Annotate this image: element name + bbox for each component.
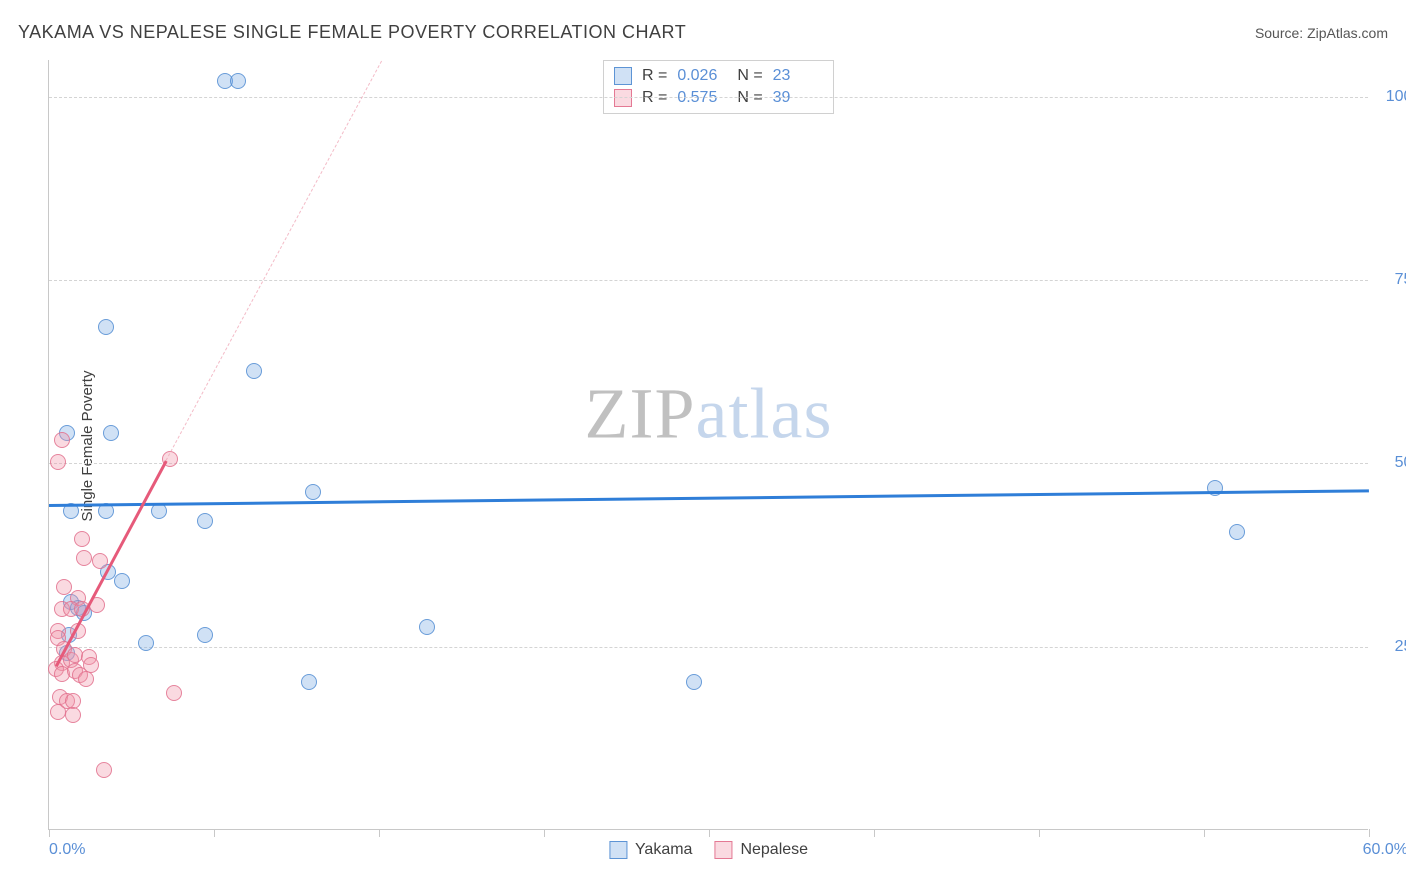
n-value: 39 — [773, 89, 823, 107]
x-tick — [214, 829, 215, 837]
x-tick — [709, 829, 710, 837]
legend-item-yakama: Yakama — [609, 841, 693, 859]
y-tick-label: 75.0% — [1395, 271, 1406, 289]
data-point — [419, 619, 435, 635]
x-tick — [1204, 829, 1205, 837]
x-tick — [379, 829, 380, 837]
legend-label: Nepalese — [740, 841, 808, 859]
data-point — [76, 550, 92, 566]
data-point — [686, 674, 702, 690]
n-label: N = — [737, 89, 762, 107]
data-point — [103, 425, 119, 441]
x-tick-label: 60.0% — [1363, 841, 1406, 859]
trend-extrapolation — [165, 60, 382, 460]
data-point — [50, 704, 66, 720]
x-tick — [544, 829, 545, 837]
data-point — [92, 553, 108, 569]
data-point — [230, 73, 246, 89]
y-tick-label: 25.0% — [1395, 638, 1406, 656]
data-point — [138, 635, 154, 651]
n-label: N = — [737, 67, 762, 85]
source-attribution: Source: ZipAtlas.com — [1255, 25, 1388, 41]
n-value: 23 — [773, 67, 823, 85]
r-value: 0.575 — [677, 89, 727, 107]
stats-row-nepalese: R = 0.575 N = 39 — [614, 87, 823, 109]
legend-item-nepalese: Nepalese — [714, 841, 808, 859]
r-label: R = — [642, 67, 667, 85]
x-tick — [874, 829, 875, 837]
y-tick-label: 50.0% — [1395, 454, 1406, 472]
x-tick — [49, 829, 50, 837]
swatch-icon — [609, 841, 627, 859]
x-tick-label: 0.0% — [49, 841, 85, 859]
swatch-icon — [614, 89, 632, 107]
data-point — [98, 319, 114, 335]
grid-line — [49, 280, 1368, 281]
trend-line — [49, 489, 1369, 506]
data-point — [54, 432, 70, 448]
data-point — [197, 627, 213, 643]
data-point — [197, 513, 213, 529]
r-value: 0.026 — [677, 67, 727, 85]
watermark: ZIPatlas — [585, 372, 833, 455]
chart-header: YAKAMA VS NEPALESE SINGLE FEMALE POVERTY… — [18, 22, 1388, 43]
watermark-zip: ZIP — [585, 373, 696, 453]
data-point — [65, 693, 81, 709]
data-point — [50, 454, 66, 470]
data-point — [305, 484, 321, 500]
grid-line — [49, 97, 1368, 98]
chart-title: YAKAMA VS NEPALESE SINGLE FEMALE POVERTY… — [18, 22, 686, 43]
swatch-icon — [614, 67, 632, 85]
data-point — [114, 573, 130, 589]
y-tick-label: 100.0% — [1386, 88, 1406, 106]
swatch-icon — [714, 841, 732, 859]
data-point — [151, 503, 167, 519]
stats-row-yakama: R = 0.026 N = 23 — [614, 65, 823, 87]
grid-line — [49, 647, 1368, 648]
data-point — [96, 762, 112, 778]
data-point — [166, 685, 182, 701]
x-tick — [1369, 829, 1370, 837]
grid-line — [49, 463, 1368, 464]
x-tick — [1039, 829, 1040, 837]
series-legend: Yakama Nepalese — [609, 841, 808, 859]
data-point — [301, 674, 317, 690]
data-point — [246, 363, 262, 379]
scatter-plot-area: ZIPatlas R = 0.026 N = 23 R = 0.575 N = … — [48, 60, 1368, 830]
data-point — [78, 671, 94, 687]
watermark-atlas: atlas — [696, 373, 833, 453]
stats-legend: R = 0.026 N = 23 R = 0.575 N = 39 — [603, 60, 834, 114]
data-point — [65, 707, 81, 723]
legend-label: Yakama — [635, 841, 693, 859]
data-point — [1229, 524, 1245, 540]
data-point — [74, 531, 90, 547]
r-label: R = — [642, 89, 667, 107]
